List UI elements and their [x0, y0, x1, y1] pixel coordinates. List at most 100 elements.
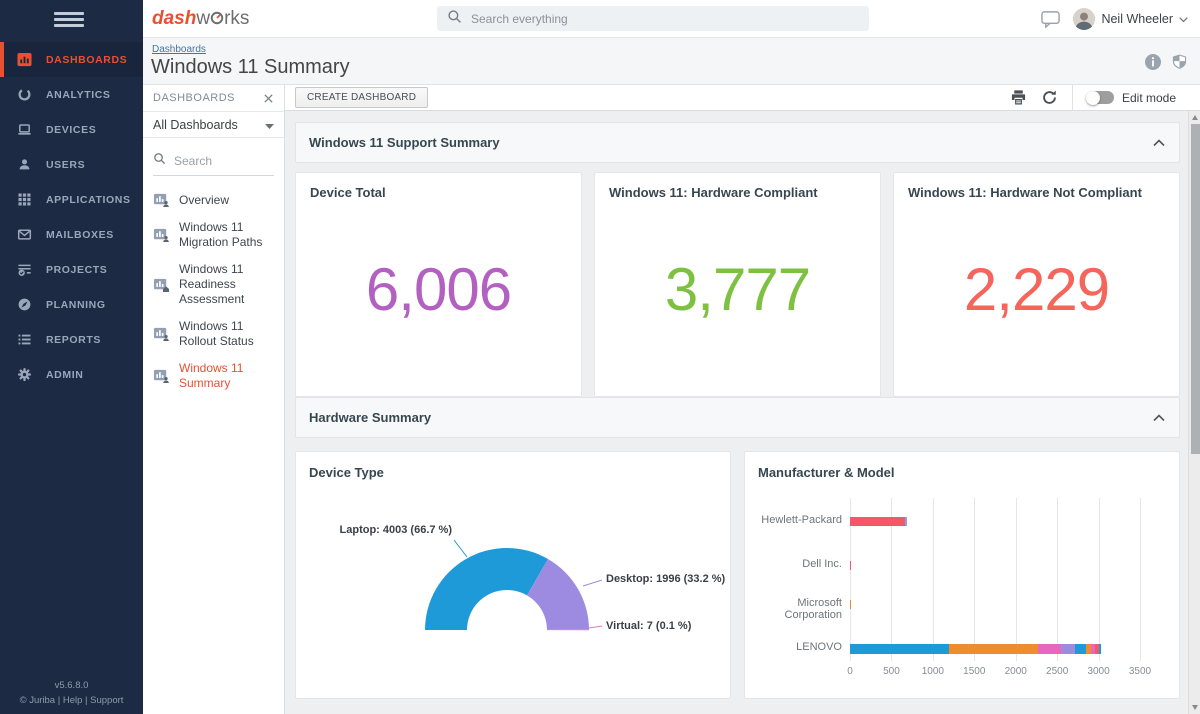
- breadcrumb[interactable]: Dashboards: [152, 44, 206, 55]
- main-area: CREATE DASHBOARD Edit mode Windows 11 Su…: [285, 85, 1200, 714]
- search-input[interactable]: [471, 12, 859, 26]
- x-tick-label: 1500: [959, 666, 989, 677]
- close-icon[interactable]: [263, 93, 274, 104]
- help-link[interactable]: Help: [63, 695, 83, 706]
- print-icon[interactable]: [1010, 89, 1027, 106]
- dashboard-content: Windows 11 Support Summary Device Total …: [285, 111, 1188, 714]
- dashboards-filter-select[interactable]: All Dashboards: [143, 112, 284, 138]
- kpi-value: 3,777: [609, 200, 866, 378]
- scroll-up-arrow[interactable]: [1189, 111, 1200, 124]
- primary-sidebar: DASHBOARDS ANALYTICS DEVICES USERS APPLI…: [0, 0, 143, 714]
- kpi-row: Device Total 6,006 Windows 11: Hardware …: [295, 172, 1180, 397]
- sidebar-item-devices[interactable]: DEVICES: [0, 112, 143, 147]
- bar-segment[interactable]: [1099, 644, 1101, 654]
- dashboard-item-overview[interactable]: Overview: [143, 186, 284, 214]
- support-link[interactable]: Support: [90, 695, 123, 706]
- dashboard-item-readiness-assessment[interactable]: Windows 11 Readiness Assessment: [143, 256, 284, 313]
- search-icon: [447, 9, 462, 29]
- bar-segment[interactable]: [1061, 644, 1076, 654]
- bar-segment[interactable]: [905, 517, 907, 526]
- donut-label-laptop: Laptop: 4003 (66.7 %): [306, 524, 452, 536]
- dashboard-person-icon: [153, 368, 170, 384]
- gridline: [974, 498, 975, 661]
- bar-segment[interactable]: [850, 644, 949, 654]
- dashboard-item-migration-paths[interactable]: Windows 11 Migration Paths: [143, 214, 284, 256]
- edit-mode-toggle[interactable]: [1087, 91, 1114, 104]
- section-header-support-summary[interactable]: Windows 11 Support Summary: [295, 122, 1180, 163]
- user-name: Neil Wheeler: [1101, 12, 1173, 26]
- sidebar-item-projects[interactable]: PROJECTS: [0, 252, 143, 287]
- toolbar-divider: [1072, 85, 1073, 111]
- panel-title: DASHBOARDS: [153, 92, 235, 104]
- kpi-card-hardware-not-compliant[interactable]: Windows 11: Hardware Not Compliant 2,229: [893, 172, 1180, 397]
- bar-segment[interactable]: [850, 517, 905, 526]
- edit-mode-label: Edit mode: [1122, 91, 1176, 105]
- chevron-up-icon[interactable]: [1152, 138, 1166, 147]
- scrollbar[interactable]: [1188, 111, 1200, 714]
- sidebar-item-mailboxes[interactable]: MAILBOXES: [0, 217, 143, 252]
- bar-segment[interactable]: [850, 561, 851, 570]
- manufacturer-model-chart-card: Manufacturer & Model Hewlett-PackardDell…: [744, 451, 1180, 699]
- panel-search: [153, 152, 274, 176]
- caret-down-icon: [265, 118, 274, 132]
- shield-icon[interactable]: [1171, 53, 1188, 71]
- dashworks-app: DASHBOARDS ANALYTICS DEVICES USERS APPLI…: [0, 0, 1200, 714]
- x-tick-label: 1000: [918, 666, 948, 677]
- scrollbar-thumb[interactable]: [1191, 124, 1200, 454]
- sidebar-item-users[interactable]: USERS: [0, 147, 143, 182]
- donut-label-connector: [589, 626, 602, 628]
- sidebar-item-applications[interactable]: APPLICATIONS: [0, 182, 143, 217]
- sidebar-item-label: DASHBOARDS: [46, 54, 127, 66]
- sidebar-item-admin[interactable]: ADMIN: [0, 357, 143, 392]
- bar-segment[interactable]: [1038, 644, 1061, 654]
- dashboard-item-label: Windows 11 Summary: [179, 361, 274, 391]
- filter-value: All Dashboards: [153, 118, 238, 132]
- bar-dell-inc-[interactable]: [850, 561, 851, 570]
- dashboard-item-rollout-status[interactable]: Windows 11 Rollout Status: [143, 313, 284, 355]
- section-header-hardware-summary[interactable]: Hardware Summary: [295, 397, 1180, 438]
- dashboard-item-summary[interactable]: Windows 11 Summary: [143, 355, 284, 397]
- bar-microsoft-corporation[interactable]: [850, 600, 851, 609]
- bar-category-label: Dell Inc.: [745, 558, 842, 570]
- dashboard-item-label: Windows 11 Rollout Status: [179, 319, 274, 349]
- bar-chart-icon: [17, 52, 32, 67]
- sidebar-item-label: USERS: [46, 159, 85, 171]
- top-bar: dashwrks Neil Wheeler: [143, 0, 1200, 38]
- search-icon: [153, 152, 166, 170]
- dashboard-home-icon: [153, 277, 170, 293]
- sidebar-item-planning[interactable]: PLANNING: [0, 287, 143, 322]
- panel-search-input[interactable]: [174, 154, 259, 168]
- dashboard-person-icon: [153, 326, 170, 342]
- sidebar-item-reports[interactable]: REPORTS: [0, 322, 143, 357]
- donut-slice-laptop[interactable]: [425, 548, 548, 630]
- gridline: [1140, 498, 1141, 661]
- sidebar-item-analytics[interactable]: ANALYTICS: [0, 77, 143, 112]
- info-icon[interactable]: [1144, 53, 1162, 71]
- sidebar-item-label: ANALYTICS: [46, 89, 111, 101]
- hamburger-menu-icon[interactable]: [54, 12, 84, 28]
- kpi-card-hardware-compliant[interactable]: Windows 11: Hardware Compliant 3,777: [594, 172, 881, 397]
- chevron-up-icon[interactable]: [1152, 413, 1166, 422]
- user-menu[interactable]: Neil Wheeler: [1073, 8, 1188, 30]
- chat-icon[interactable]: [1041, 10, 1060, 28]
- bar-hewlett-packard[interactable]: [850, 517, 907, 526]
- kpi-card-device-total[interactable]: Device Total 6,006: [295, 172, 582, 397]
- x-tick-label: 3500: [1125, 666, 1155, 677]
- donut-label-desktop: Desktop: 1996 (33.2 %): [606, 573, 725, 585]
- bar-segment[interactable]: [1075, 644, 1085, 654]
- sidebar-item-dashboards[interactable]: DASHBOARDS: [0, 42, 143, 77]
- bar-segment[interactable]: [850, 600, 851, 609]
- tasks-icon: [17, 262, 32, 277]
- bar-category-label: Microsoft Corporation: [745, 597, 842, 621]
- dashboard-list: Overview Windows 11 Migration Paths Wind…: [143, 186, 284, 397]
- sidebar-footer: v5.6.8.0 © Juriba | Help | Support: [0, 678, 143, 708]
- global-search: [437, 6, 869, 31]
- chevron-down-icon: [1179, 10, 1188, 28]
- sidebar-item-label: DEVICES: [46, 124, 96, 136]
- scroll-down-arrow[interactable]: [1189, 701, 1200, 714]
- create-dashboard-button[interactable]: CREATE DASHBOARD: [295, 87, 428, 108]
- refresh-icon[interactable]: [1041, 89, 1058, 106]
- bar-lenovo[interactable]: [850, 644, 1101, 654]
- bar-segment[interactable]: [949, 644, 1038, 654]
- manufacturer-model-bar-chart: [850, 498, 1140, 661]
